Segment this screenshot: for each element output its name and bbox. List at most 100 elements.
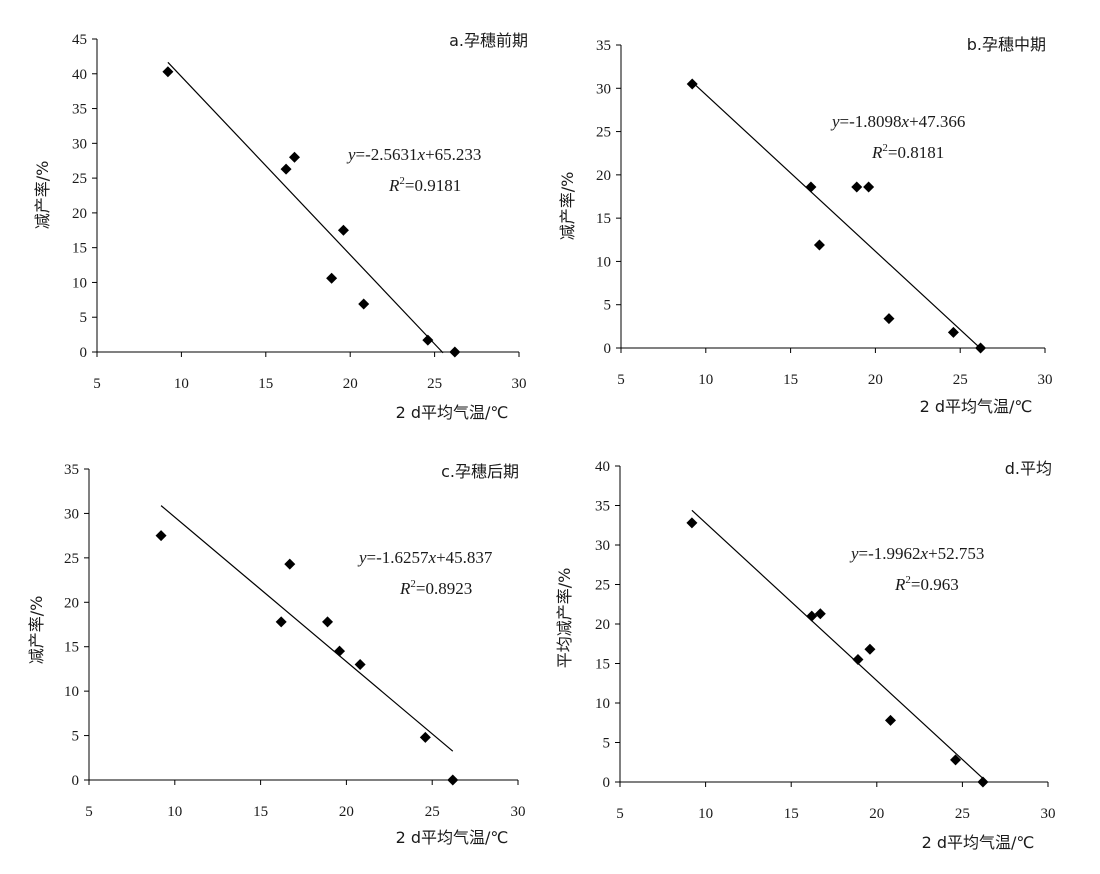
data-point — [852, 654, 864, 666]
y-tick-label: 25 — [595, 578, 610, 594]
data-point — [947, 326, 959, 338]
x-tick-label: 15 — [784, 806, 799, 822]
x-tick-label: 5 — [616, 806, 624, 822]
y-tick-label: 35 — [64, 462, 79, 478]
y-tick-label: 10 — [595, 696, 610, 712]
data-point — [322, 616, 334, 628]
x-tick-label: 5 — [617, 372, 625, 388]
y-tick-label: 20 — [596, 168, 611, 184]
x-tick-label: 5 — [85, 804, 93, 820]
panel-c-x-ticks: 5 10 15 20 25 30 — [85, 780, 526, 820]
panel-c-title: c.孕穗后期 — [441, 462, 519, 481]
panel-a-fit-line — [167, 61, 444, 354]
panel-a-fit-line-group — [167, 61, 444, 354]
x-tick-label: 10 — [698, 806, 713, 822]
y-tick-label: 30 — [595, 538, 610, 554]
y-tick-label: 35 — [72, 102, 87, 118]
panel-a-r-squared: R2=0.9181 — [388, 175, 461, 195]
panel-b-x-label: 2 d平均气温/℃ — [920, 397, 1033, 416]
data-point — [449, 346, 461, 358]
x-tick-label: 15 — [253, 804, 268, 820]
panel-c-equation: y=-1.6257x+45.837 — [357, 548, 493, 567]
data-point — [422, 334, 434, 346]
x-tick-label: 30 — [1041, 806, 1056, 822]
y-tick-label: 35 — [596, 38, 611, 54]
y-tick-label: 0 — [80, 345, 88, 361]
panel-b-fit-line — [691, 81, 981, 349]
x-tick-label: 5 — [93, 376, 101, 392]
data-point — [284, 558, 296, 570]
panel-a-title: a.孕穗前期 — [449, 31, 528, 50]
x-tick-label: 20 — [868, 372, 883, 388]
y-tick-label: 5 — [603, 736, 611, 752]
y-tick-label: 20 — [72, 206, 87, 222]
data-point — [354, 658, 366, 670]
y-tick-label: 15 — [64, 640, 79, 656]
panel-a-x-label: 2 d平均气温/℃ — [396, 403, 509, 422]
panel-d-r-squared: R2=0.963 — [894, 574, 959, 594]
panel-d-x-label: 2 d平均气温/℃ — [922, 833, 1035, 852]
x-tick-label: 25 — [427, 376, 442, 392]
data-point — [851, 181, 863, 193]
panel-d-equation: y=-1.9962x+52.753 — [849, 544, 984, 563]
x-tick-label: 30 — [512, 376, 527, 392]
y-tick-label: 5 — [604, 298, 612, 314]
panel-b-title: b.孕穗中期 — [967, 35, 1046, 54]
y-tick-label: 15 — [595, 657, 610, 673]
y-tick-label: 30 — [596, 81, 611, 97]
data-point — [813, 239, 825, 251]
x-tick-label: 25 — [425, 804, 440, 820]
panel-b-x-ticks: 5 10 15 20 25 30 — [617, 348, 1053, 388]
y-tick-label: 30 — [72, 136, 87, 152]
panel-b-equation: y=-1.8098x+47.366 — [830, 112, 965, 131]
data-point — [162, 66, 174, 78]
y-tick-label: 5 — [80, 310, 88, 326]
y-tick-label: 5 — [72, 729, 80, 745]
panel-b-y-ticks: 0 5 10 15 20 25 30 35 — [596, 38, 621, 357]
y-tick-label: 30 — [64, 506, 79, 522]
data-point — [950, 754, 962, 766]
panel-d-fit-line — [691, 509, 984, 779]
x-tick-label: 10 — [698, 372, 713, 388]
y-tick-label: 15 — [72, 241, 87, 257]
data-point — [805, 181, 817, 193]
y-tick-label: 0 — [603, 775, 611, 791]
x-tick-label: 25 — [955, 806, 970, 822]
y-tick-label: 25 — [596, 125, 611, 141]
y-tick-label: 40 — [595, 459, 610, 475]
panel-c-axes — [88, 469, 518, 781]
panel-d-x-ticks: 5 10 15 20 25 30 — [616, 782, 1056, 822]
data-point — [814, 608, 826, 620]
data-point — [864, 643, 876, 655]
panel-d-y-ticks: 0 5 10 15 20 25 30 35 40 — [595, 459, 620, 791]
data-point — [288, 151, 300, 163]
panel-b-points — [686, 78, 987, 354]
y-tick-label: 20 — [595, 617, 610, 633]
y-tick-label: 0 — [72, 773, 80, 789]
data-point — [806, 610, 818, 622]
panel-a-axes — [96, 39, 519, 353]
y-tick-label: 40 — [72, 67, 87, 83]
panel-c-y-label: 减产率/% — [27, 596, 46, 665]
data-point — [275, 616, 287, 628]
data-point — [447, 774, 459, 786]
y-tick-label: 25 — [64, 551, 79, 567]
data-point — [686, 517, 698, 529]
panel-d-fit-line-group — [691, 509, 984, 779]
x-tick-label: 20 — [343, 376, 358, 392]
y-tick-label: 10 — [64, 684, 79, 700]
y-tick-label: 0 — [604, 341, 612, 357]
panel-c-points — [155, 530, 459, 786]
x-tick-label: 25 — [953, 372, 968, 388]
panel-a-x-ticks: 5 10 15 20 25 30 — [93, 352, 527, 392]
y-tick-label: 20 — [64, 595, 79, 611]
y-tick-label: 35 — [595, 499, 610, 515]
panel-c-fit-line — [160, 505, 454, 752]
y-tick-label: 45 — [72, 32, 87, 48]
panel-c-r-squared: R2=0.8923 — [399, 578, 472, 598]
panel-b-fit-line-group — [691, 81, 981, 349]
panel-a-equation: y=-2.5631x+65.233 — [346, 145, 481, 164]
